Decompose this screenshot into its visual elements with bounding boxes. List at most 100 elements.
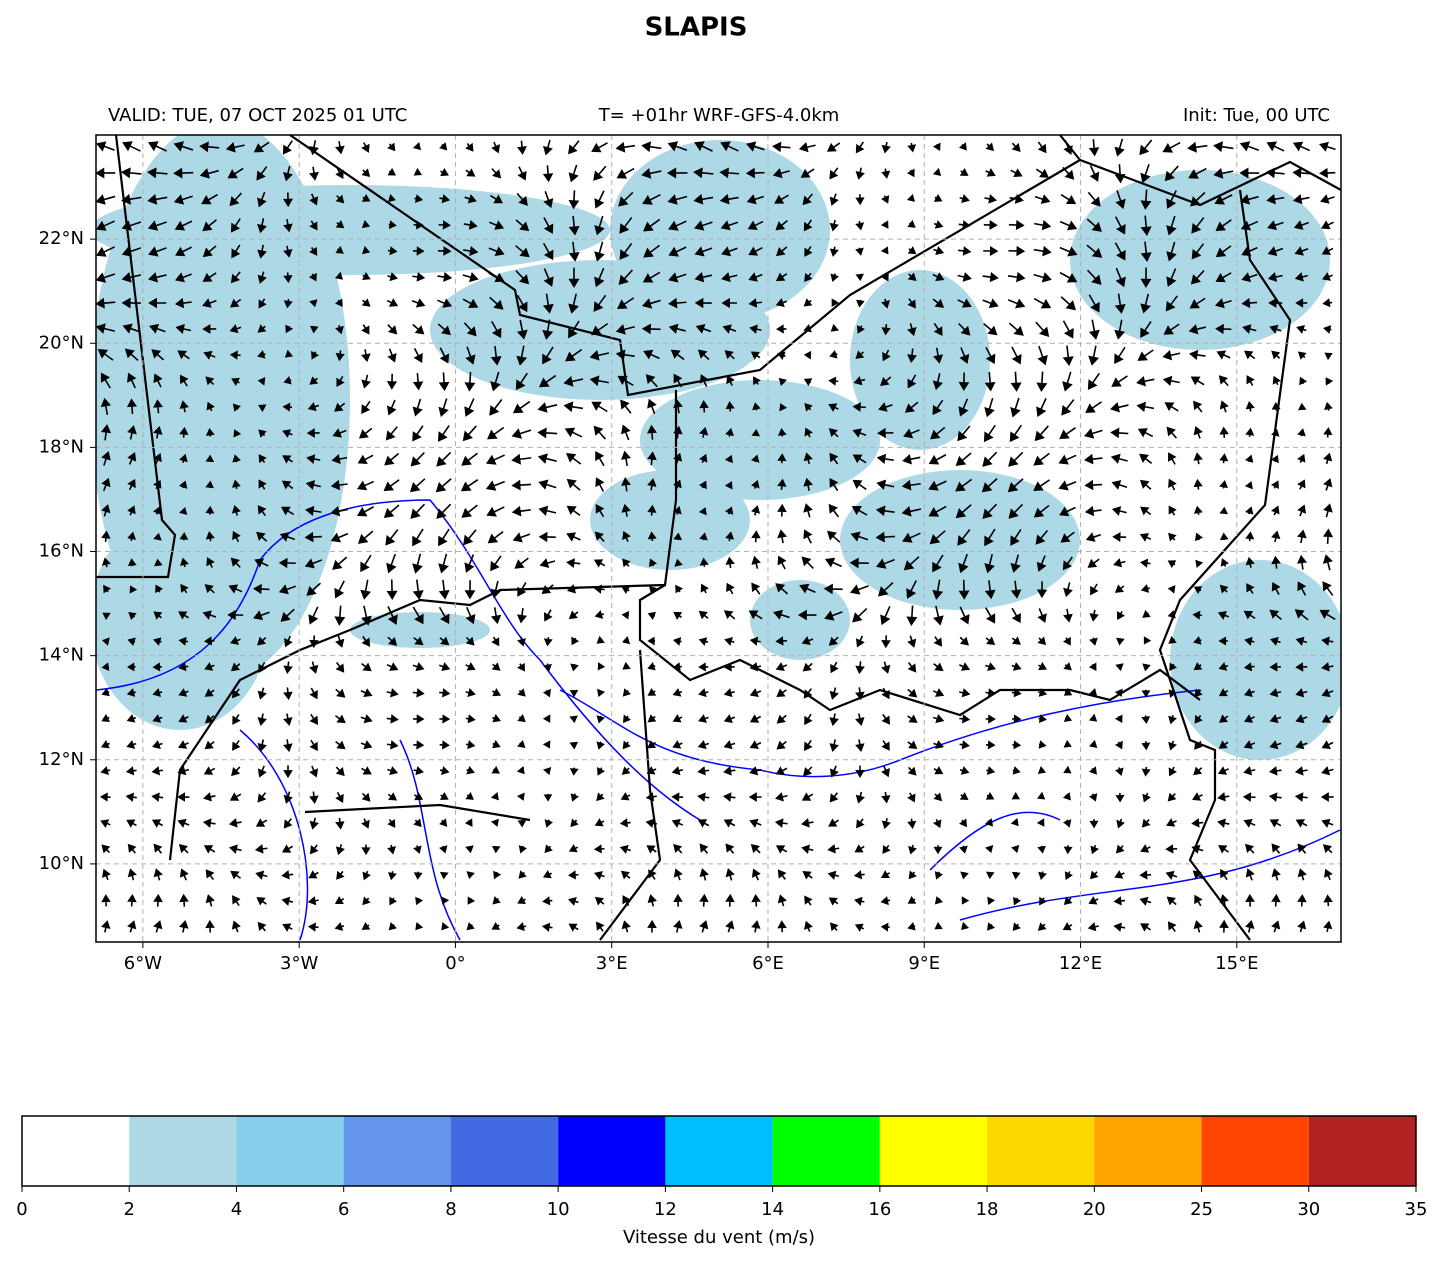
wind-arrow (1271, 555, 1281, 569)
y-tick-label: 14°N (39, 645, 84, 666)
wind-arrow (1193, 586, 1203, 595)
wind-arrow (464, 818, 473, 827)
wind-arrow (439, 845, 448, 854)
wind-arrow (1297, 351, 1307, 360)
wind-arrow (1245, 920, 1255, 933)
wind-arrow (622, 740, 631, 750)
wind-arrow (803, 477, 813, 491)
wind-arrow (439, 818, 448, 827)
wind-arrow (985, 346, 996, 365)
wind-arrow (309, 713, 319, 725)
wind-arrow (1213, 167, 1234, 179)
wind-arrow (232, 895, 241, 907)
wind-arrow (413, 348, 423, 363)
wind-arrow (361, 168, 371, 178)
wind-arrow (958, 220, 971, 230)
wind-arrow (127, 558, 137, 567)
wind-arrow (492, 739, 501, 749)
wind-arrow (1088, 766, 1097, 775)
wind-arrow (959, 766, 970, 775)
wind-arrow (852, 428, 867, 438)
wind-arrow (595, 451, 605, 467)
wind-arrow (100, 740, 110, 749)
wind-arrow (1062, 556, 1073, 571)
wind-arrow (335, 766, 345, 777)
wind-arrow (1059, 506, 1076, 517)
wind-arrow (360, 688, 373, 698)
wind-arrow (699, 400, 709, 413)
wind-arrow (1038, 740, 1047, 749)
wind-arrow (852, 479, 867, 491)
wind-arrow (309, 765, 319, 778)
wind-arrow (1063, 582, 1073, 598)
wind-arrow (492, 896, 501, 905)
wind-arrow (308, 606, 319, 625)
wind-arrow (516, 192, 528, 206)
wind-arrow (1218, 662, 1229, 671)
wind-arrow (205, 919, 215, 933)
wind-arrow (958, 322, 971, 336)
wind-arrow (174, 272, 192, 283)
wind-arrow (1166, 215, 1177, 236)
colorbar-tick-label: 4 (231, 1199, 242, 1220)
wind-arrow (594, 531, 605, 542)
wind-arrow (413, 871, 423, 880)
wind-arrow (387, 818, 396, 828)
colorbar-segment (1308, 1116, 1416, 1186)
wind-arrow (1115, 793, 1125, 803)
wind-arrow (334, 605, 346, 626)
wind-arrow (1324, 868, 1333, 881)
wind-arrow (1323, 325, 1332, 334)
wind-arrow (1295, 636, 1308, 646)
wind-arrow (1116, 610, 1125, 620)
wind-arrow (464, 398, 475, 417)
wind-arrow (1011, 636, 1021, 645)
wind-arrow (957, 528, 971, 546)
wind-arrow (387, 142, 396, 152)
wind-arrow (1063, 845, 1073, 855)
wind-arrow (1111, 375, 1128, 387)
wind-arrow (745, 167, 765, 179)
wind-arrow (1063, 819, 1072, 828)
wind-arrow (1239, 141, 1260, 152)
wind-arrow (518, 870, 527, 879)
wind-arrow (1166, 426, 1178, 439)
wind-arrow (305, 480, 321, 490)
wind-arrow (749, 818, 762, 828)
wind-arrow (204, 688, 215, 697)
colorbar-tick-label: 14 (761, 1199, 784, 1220)
wind-arrow (668, 297, 687, 309)
wind-arrow (1140, 584, 1150, 593)
wind-arrow (1219, 584, 1229, 594)
wind-arrow (1323, 503, 1333, 518)
wind-arrow (1244, 481, 1253, 490)
wind-arrow (309, 140, 319, 156)
wind-arrow (568, 896, 579, 906)
wind-arrow (1162, 375, 1180, 386)
wind-arrow (1139, 870, 1152, 880)
wind-arrow (1219, 453, 1229, 464)
wind-arrow (1269, 688, 1282, 698)
wind-arrow (463, 246, 479, 257)
wind-arrow (335, 194, 345, 204)
wind-arrow (829, 167, 839, 180)
wind-arrow (932, 554, 944, 573)
wind-arrow (775, 219, 788, 231)
wind-arrow (543, 793, 553, 802)
wind-arrow (463, 322, 477, 337)
wind-arrow (1063, 140, 1073, 155)
wind-arrow (1137, 428, 1154, 438)
wind-arrow (147, 193, 168, 205)
wind-arrow (335, 817, 345, 830)
wind-arrow (699, 426, 709, 438)
wind-arrow (100, 424, 112, 441)
wind-arrow (829, 792, 839, 803)
wind-arrow (933, 246, 945, 256)
wind-arrow (828, 376, 839, 386)
wind-arrow (804, 920, 813, 932)
wind-arrow (101, 662, 110, 671)
wind-arrow (721, 272, 738, 283)
wind-arrow (387, 792, 398, 801)
wind-arrow (537, 427, 558, 439)
wind-arrow (543, 268, 554, 287)
